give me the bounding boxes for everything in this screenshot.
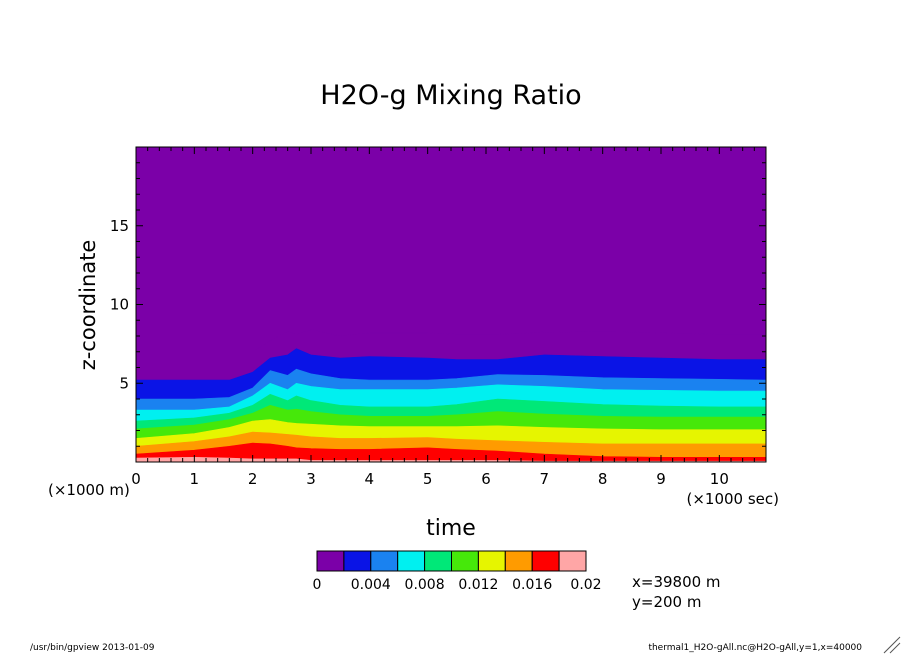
x-tick-label: 1 [190, 470, 200, 488]
x-tick-label: 3 [306, 470, 316, 488]
contour-fill [135, 147, 767, 463]
colorbar-swatch [477, 550, 506, 572]
colorbar-label: 0.004 [351, 577, 391, 593]
band-8 [135, 442, 767, 463]
colorbar-label: 0.02 [570, 577, 601, 593]
colorbar: 0 0.004 0.008 0.012 0.016 0.02 [313, 550, 602, 593]
colorbar-swatch [316, 550, 345, 572]
colorbar-swatch [397, 550, 426, 572]
x-tick-label: 6 [481, 470, 491, 488]
y-axis-unit: (×1000 m) [48, 481, 130, 499]
colorbar-label: 0 [313, 577, 322, 593]
x-axis-unit: (×1000 sec) [686, 490, 779, 508]
x-axis-label: time [426, 516, 476, 541]
x-tick-label: 4 [365, 470, 375, 488]
chart-title: H2O-g Mixing Ratio [320, 80, 581, 111]
x-tick-label: 9 [656, 470, 666, 488]
colorbar-label: 0.016 [512, 577, 552, 593]
footer-left: /usr/bin/gpview 2013-01-09 [30, 643, 155, 653]
colorbar-swatch [370, 550, 399, 572]
y-tick-label: 5 [119, 374, 129, 392]
colorbar-swatch [424, 550, 453, 572]
colorbar-swatch [558, 550, 587, 572]
x-tick-label: 5 [423, 470, 433, 488]
y-axis-label: z-coordinate [76, 240, 100, 371]
colorbar-swatch [531, 550, 560, 572]
y-tick-label: 10 [110, 296, 129, 314]
footer-right: thermal1_H2O-gAll.nc@H2O-gAll,y=1,x=4000… [648, 643, 862, 653]
y-tick-label: 15 [110, 217, 129, 235]
axis-ticks: 0 1 2 3 4 5 6 7 8 9 10 5 10 15 [110, 146, 767, 488]
resize-grip-icon[interactable] [883, 636, 901, 654]
x-tick-label: 7 [540, 470, 550, 488]
annotation-x: x=39800 m [632, 573, 721, 591]
x-tick-label: 0 [131, 470, 141, 488]
x-tick-label: 10 [710, 470, 729, 488]
annotation-y: y=200 m [632, 593, 701, 611]
x-tick-label: 8 [598, 470, 608, 488]
colorbar-label: 0.008 [405, 577, 445, 593]
colorbar-swatch [451, 550, 479, 572]
colorbar-swatch [504, 550, 533, 572]
colorbar-label: 0.012 [458, 577, 498, 593]
x-tick-label: 2 [248, 470, 258, 488]
colorbar-swatch [343, 550, 372, 572]
